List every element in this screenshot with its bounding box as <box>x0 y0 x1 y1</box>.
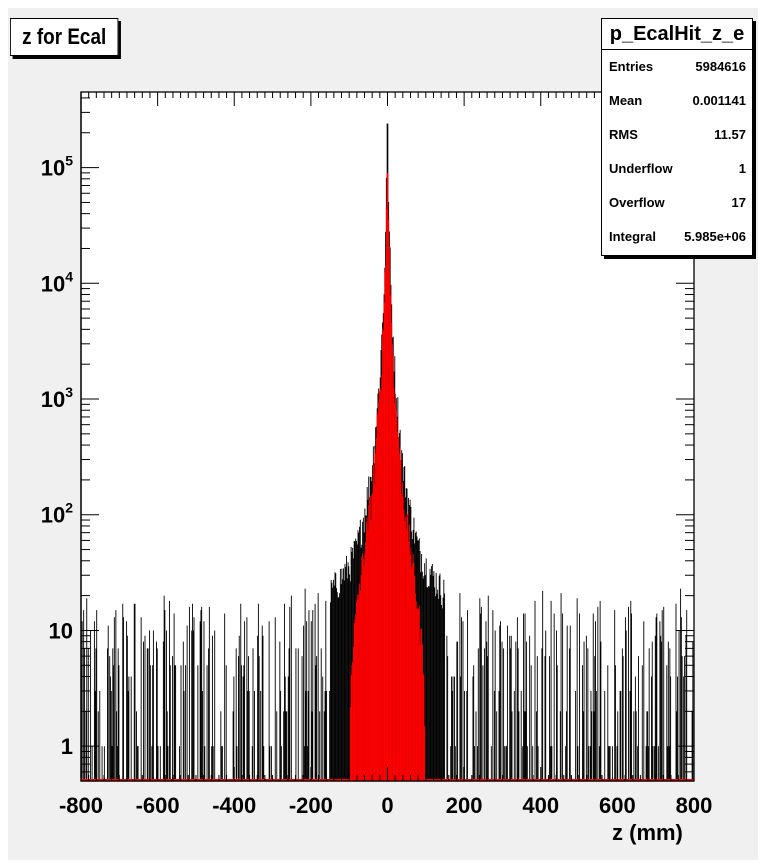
x-axis-tick-labels: -800 -600 -400 -200 0 200 400 600 800 <box>59 793 712 818</box>
stats-row-entries: Entries 5984616 <box>602 50 752 84</box>
series-red <box>81 172 694 781</box>
stats-box: p_EcalHit_z_e Entries 5984616 Mean 0.001… <box>601 18 753 256</box>
x-tick-label: -600 <box>136 793 180 818</box>
x-tick-label: 600 <box>599 793 636 818</box>
x-axis-title: z (mm) <box>612 820 683 845</box>
stats-row-integral: Integral 5.985e+06 <box>602 220 752 254</box>
stats-label: Underflow <box>609 161 673 176</box>
stats-row-mean: Mean 0.001141 <box>602 84 752 118</box>
stats-title: p_EcalHit_z_e <box>602 19 752 50</box>
histogram-title: z for Ecal <box>10 18 119 56</box>
y-tick-label: 104 <box>41 268 73 296</box>
stats-value: 11.57 <box>714 127 746 142</box>
x-tick-label: -800 <box>59 793 103 818</box>
stats-label: Mean <box>609 93 643 108</box>
x-tick-label: 0 <box>381 793 393 818</box>
stats-value: 1 <box>738 161 746 176</box>
y-tick-label: 10 <box>49 618 73 643</box>
x-tick-label: 400 <box>522 793 559 818</box>
y-axis-ticks <box>81 97 694 782</box>
x-tick-label: -200 <box>289 793 333 818</box>
stats-label: Overflow <box>609 195 665 210</box>
stats-value: 5.985e+06 <box>684 229 746 244</box>
x-tick-label: 200 <box>446 793 483 818</box>
stats-value: 17 <box>731 195 746 210</box>
y-tick-label: 1 <box>61 734 73 759</box>
x-tick-label: -400 <box>212 793 256 818</box>
stats-row-rms: RMS 11.57 <box>602 118 752 152</box>
stats-label: Entries <box>609 59 654 74</box>
stats-label: Integral <box>609 229 656 244</box>
y-axis-tick-labels: 1 10 102 103 104 105 <box>41 153 73 760</box>
stats-row-overflow: Overflow 17 <box>602 186 752 220</box>
stats-value: 5984616 <box>695 59 746 74</box>
y-tick-label: 102 <box>41 500 73 528</box>
stats-label: RMS <box>609 127 638 142</box>
y-tick-label: 105 <box>41 153 73 181</box>
stats-value: 0.001141 <box>692 93 746 108</box>
x-tick-label: 800 <box>676 793 713 818</box>
y-tick-label: 103 <box>41 384 73 412</box>
stats-row-underflow: Underflow 1 <box>602 152 752 186</box>
